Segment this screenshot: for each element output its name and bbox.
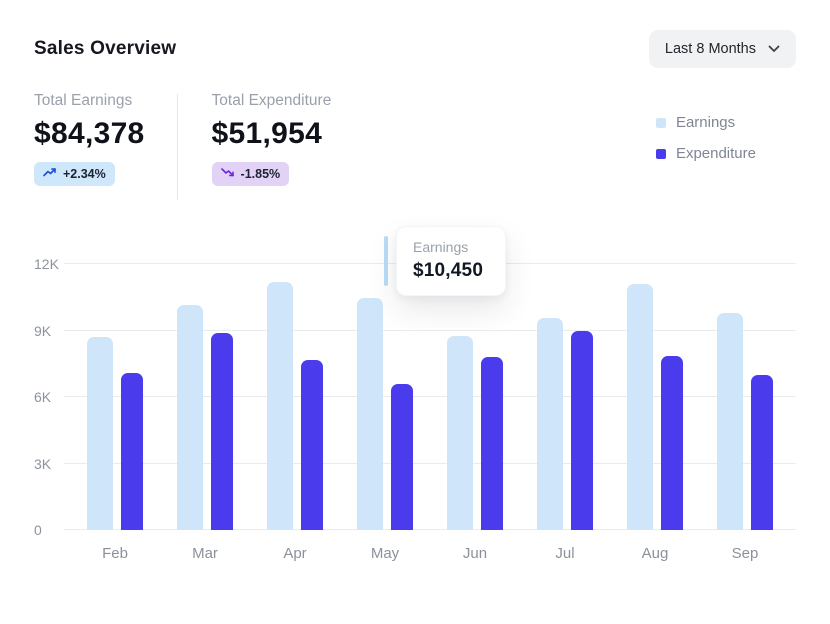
expenditure-change-badge: -1.85% [211, 162, 290, 186]
date-range-selector[interactable]: Last 8 Months [648, 30, 796, 68]
bar-group-aug [610, 264, 700, 530]
bar-pair-feb [87, 264, 143, 530]
bar-earnings-jul[interactable] [537, 318, 563, 530]
stat-total-earnings: Total Earnings $84,378 +2.34% [34, 92, 145, 186]
stat-value: $84,378 [34, 117, 145, 150]
bar-pair-jun [447, 264, 503, 530]
tooltip-card: Earnings $10,450 [396, 226, 507, 296]
stats-divider [176, 94, 178, 200]
legend-item-expenditure[interactable]: Expenditure [655, 145, 756, 162]
bar-group-feb [70, 264, 160, 530]
bar-earnings-mar[interactable] [177, 305, 203, 530]
stat-total-expenditure: Total Expenditure $51,954 -1.85% [211, 92, 332, 186]
legend-label: Earnings [675, 114, 736, 131]
gridline [64, 329, 796, 331]
x-axis-label-feb: Feb [102, 545, 128, 562]
bar-expenditure-apr[interactable] [301, 360, 323, 530]
x-axis-label-may: May [370, 545, 400, 562]
bar-pair-apr [267, 264, 323, 530]
gridline [64, 529, 796, 530]
tooltip-accent-bar [384, 236, 388, 286]
chevron-down-icon [768, 45, 780, 53]
stat-value: $51,954 [211, 117, 323, 150]
y-axis-tick-label: 0 [34, 522, 42, 538]
trend-down-icon [220, 167, 235, 181]
bar-group-jun [430, 264, 520, 530]
x-axis-labels: Feb Mar Apr May Jun Jul Aug Sep [64, 545, 796, 562]
date-range-label: Last 8 Months [664, 41, 756, 57]
stats-row: Total Earnings $84,378 +2.34% Total Expe… [34, 92, 796, 200]
bar-group-may [340, 264, 430, 530]
change-percent: -1.85% [240, 167, 281, 181]
legend-label: Expenditure [675, 145, 756, 162]
y-axis-tick-label: 6K [34, 389, 52, 405]
bar-earnings-apr[interactable] [267, 281, 293, 530]
bar-pair-may [357, 264, 413, 530]
bar-earnings-feb[interactable] [87, 337, 113, 530]
bar-expenditure-aug[interactable] [661, 356, 683, 530]
trend-up-icon [43, 167, 57, 181]
bar-pair-jul [537, 264, 593, 530]
bar-earnings-jun[interactable] [447, 336, 473, 530]
legend-item-earnings[interactable]: Earnings [655, 114, 756, 131]
change-percent: +2.34% [63, 167, 106, 181]
y-axis-tick-label: 9K [34, 322, 52, 339]
gridline [64, 396, 796, 397]
gridline [64, 462, 796, 464]
bar-earnings-sep[interactable] [717, 312, 743, 530]
bar-pair-aug [627, 264, 683, 530]
bar-group-jul [520, 264, 610, 530]
header: Sales Overview Last 8 Months [34, 30, 796, 68]
expenditure-swatch [655, 148, 666, 159]
x-axis-label-jul: Jul [555, 545, 575, 562]
bar-earnings-may[interactable] [357, 298, 383, 530]
y-axis-tick-label: 12K [34, 256, 59, 272]
stat-label: Total Earnings [34, 92, 133, 109]
chart-legend: Earnings Expenditure [655, 92, 756, 162]
bar-expenditure-feb[interactable] [121, 372, 143, 530]
x-axis-label-sep: Sep [731, 545, 759, 562]
bar-group-sep [700, 264, 790, 530]
bar-pair-mar [177, 264, 233, 530]
stat-label: Total Expenditure [211, 92, 332, 109]
chart-tooltip: Earnings $10,450 [384, 226, 507, 296]
bar-expenditure-mar[interactable] [211, 332, 233, 530]
bar-chart: Earnings $10,450 0 3K 6K 9K 12K Feb Mar Apr May… [34, 226, 796, 562]
x-axis-label-apr: Apr [283, 545, 307, 562]
x-axis-label-aug: Aug [641, 545, 669, 562]
bar-group-apr [250, 264, 340, 530]
earnings-change-badge: +2.34% [34, 162, 115, 186]
x-axis-label-mar: Mar [192, 545, 218, 562]
bar-expenditure-sep[interactable] [751, 374, 773, 530]
bar-pair-sep [717, 264, 773, 530]
tooltip-value: $10,450 [413, 260, 484, 281]
bar-expenditure-jul[interactable] [571, 330, 593, 530]
bar-expenditure-may[interactable] [391, 383, 413, 530]
bar-expenditure-jun[interactable] [481, 357, 503, 530]
page-title: Sales Overview [34, 38, 177, 59]
tooltip-series-label: Earnings [413, 239, 469, 255]
bars-layer [64, 264, 796, 530]
x-axis-label-jun: Jun [462, 545, 488, 562]
bar-group-mar [160, 264, 250, 530]
earnings-swatch [655, 117, 666, 128]
y-axis-tick-label: 3K [34, 455, 52, 472]
chart-plot-area: Earnings $10,450 0 3K 6K 9K 12K [34, 226, 796, 538]
bar-earnings-aug[interactable] [627, 283, 653, 530]
